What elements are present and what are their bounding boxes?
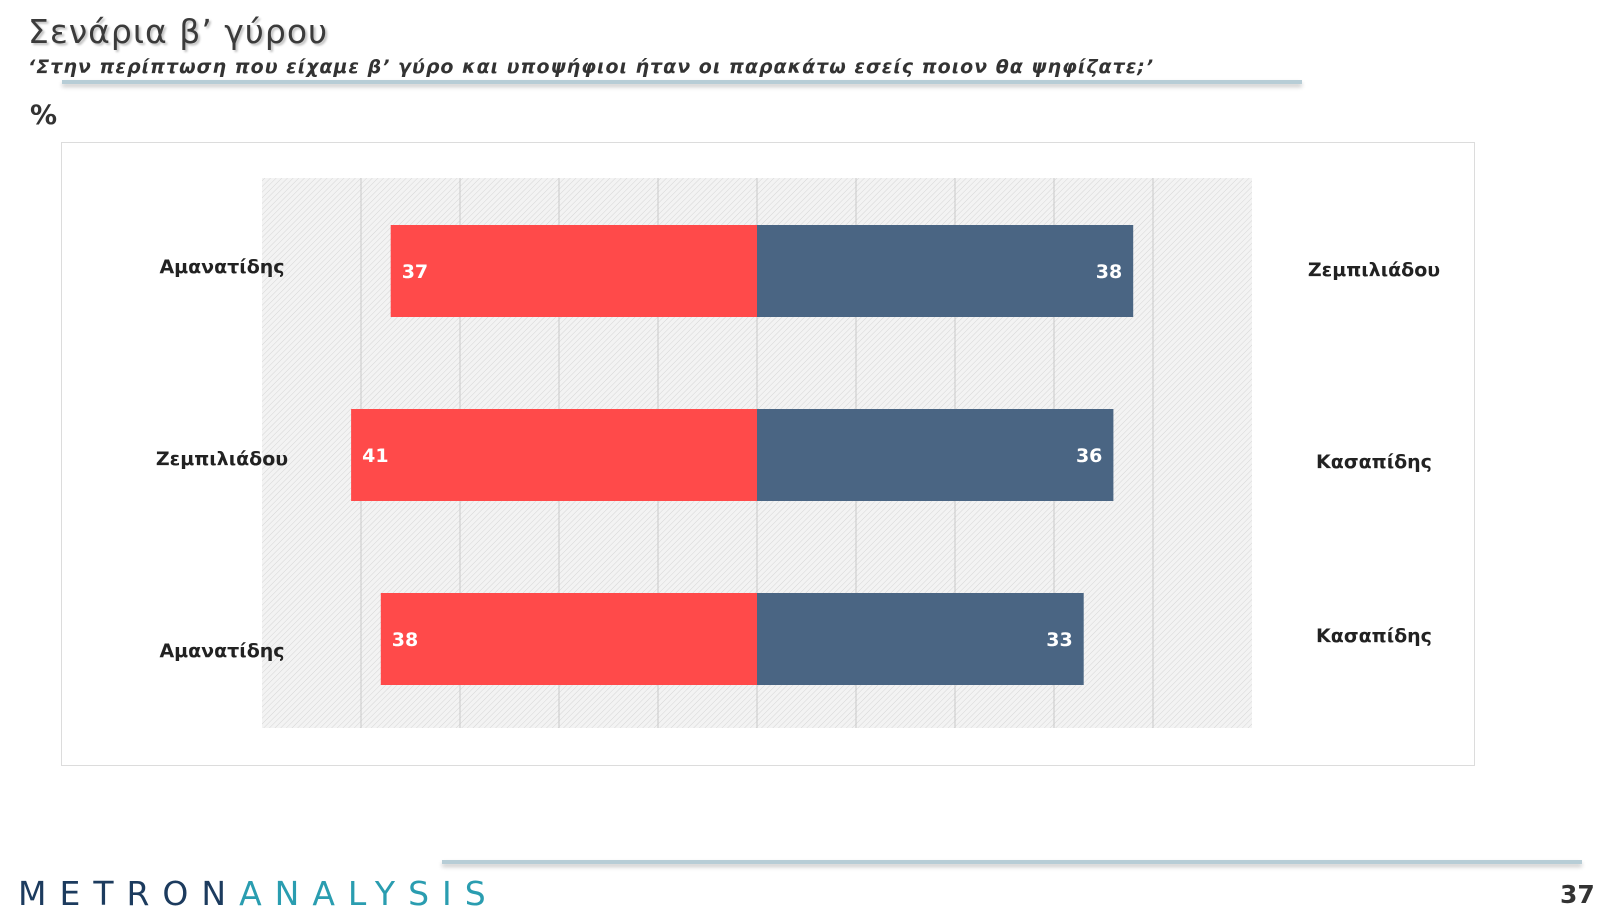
page-number: 37 bbox=[1560, 880, 1595, 909]
left-candidate-3: Αμανατίδης bbox=[159, 640, 285, 662]
unit-label: % bbox=[30, 100, 58, 131]
bar-left-value-1: 37 bbox=[402, 261, 428, 283]
bar-left-value-3: 38 bbox=[392, 629, 418, 651]
footer-divider bbox=[442, 860, 1582, 864]
right-candidate-1: Ζεμπιλιάδου bbox=[1307, 259, 1441, 281]
diverging-bar-chart: 37 38 41 36 38 33 bbox=[262, 178, 1252, 728]
left-candidate-2: Ζεμπιλιάδου bbox=[155, 448, 289, 470]
bar-left-value-2: 41 bbox=[362, 445, 388, 467]
bar-left-2 bbox=[351, 409, 757, 501]
right-candidate-3: Κασαπίδης bbox=[1316, 625, 1432, 647]
logo-part-analysis: ANALYSIS bbox=[239, 874, 499, 913]
bar-left-1 bbox=[390, 225, 757, 317]
header-divider bbox=[62, 80, 1302, 84]
bar-right-value-1: 38 bbox=[1096, 261, 1122, 283]
metronanalysis-logo: METRONANALYSIS bbox=[18, 874, 499, 913]
bar-right-3 bbox=[757, 593, 1084, 685]
logo-part-metron: METRON bbox=[18, 874, 240, 913]
left-candidate-1: Αμανατίδης bbox=[159, 256, 285, 278]
page-title: Σενάρια β’ γύρου bbox=[28, 12, 329, 51]
chart-frame: 37 38 41 36 38 33 Αμανατίδης Ζεμπιλιάδου Αμαν… bbox=[61, 142, 1475, 766]
bar-right-value-3: 33 bbox=[1046, 629, 1072, 651]
bar-left-3 bbox=[380, 593, 757, 685]
bar-right-1 bbox=[757, 225, 1134, 317]
bar-right-2 bbox=[757, 409, 1114, 501]
page-subtitle: ‘Στην περίπτωση που είχαμε β’ γύρο και υ… bbox=[28, 56, 1155, 78]
right-candidate-2: Κασαπίδης bbox=[1316, 451, 1432, 473]
bar-right-value-2: 36 bbox=[1076, 445, 1102, 467]
